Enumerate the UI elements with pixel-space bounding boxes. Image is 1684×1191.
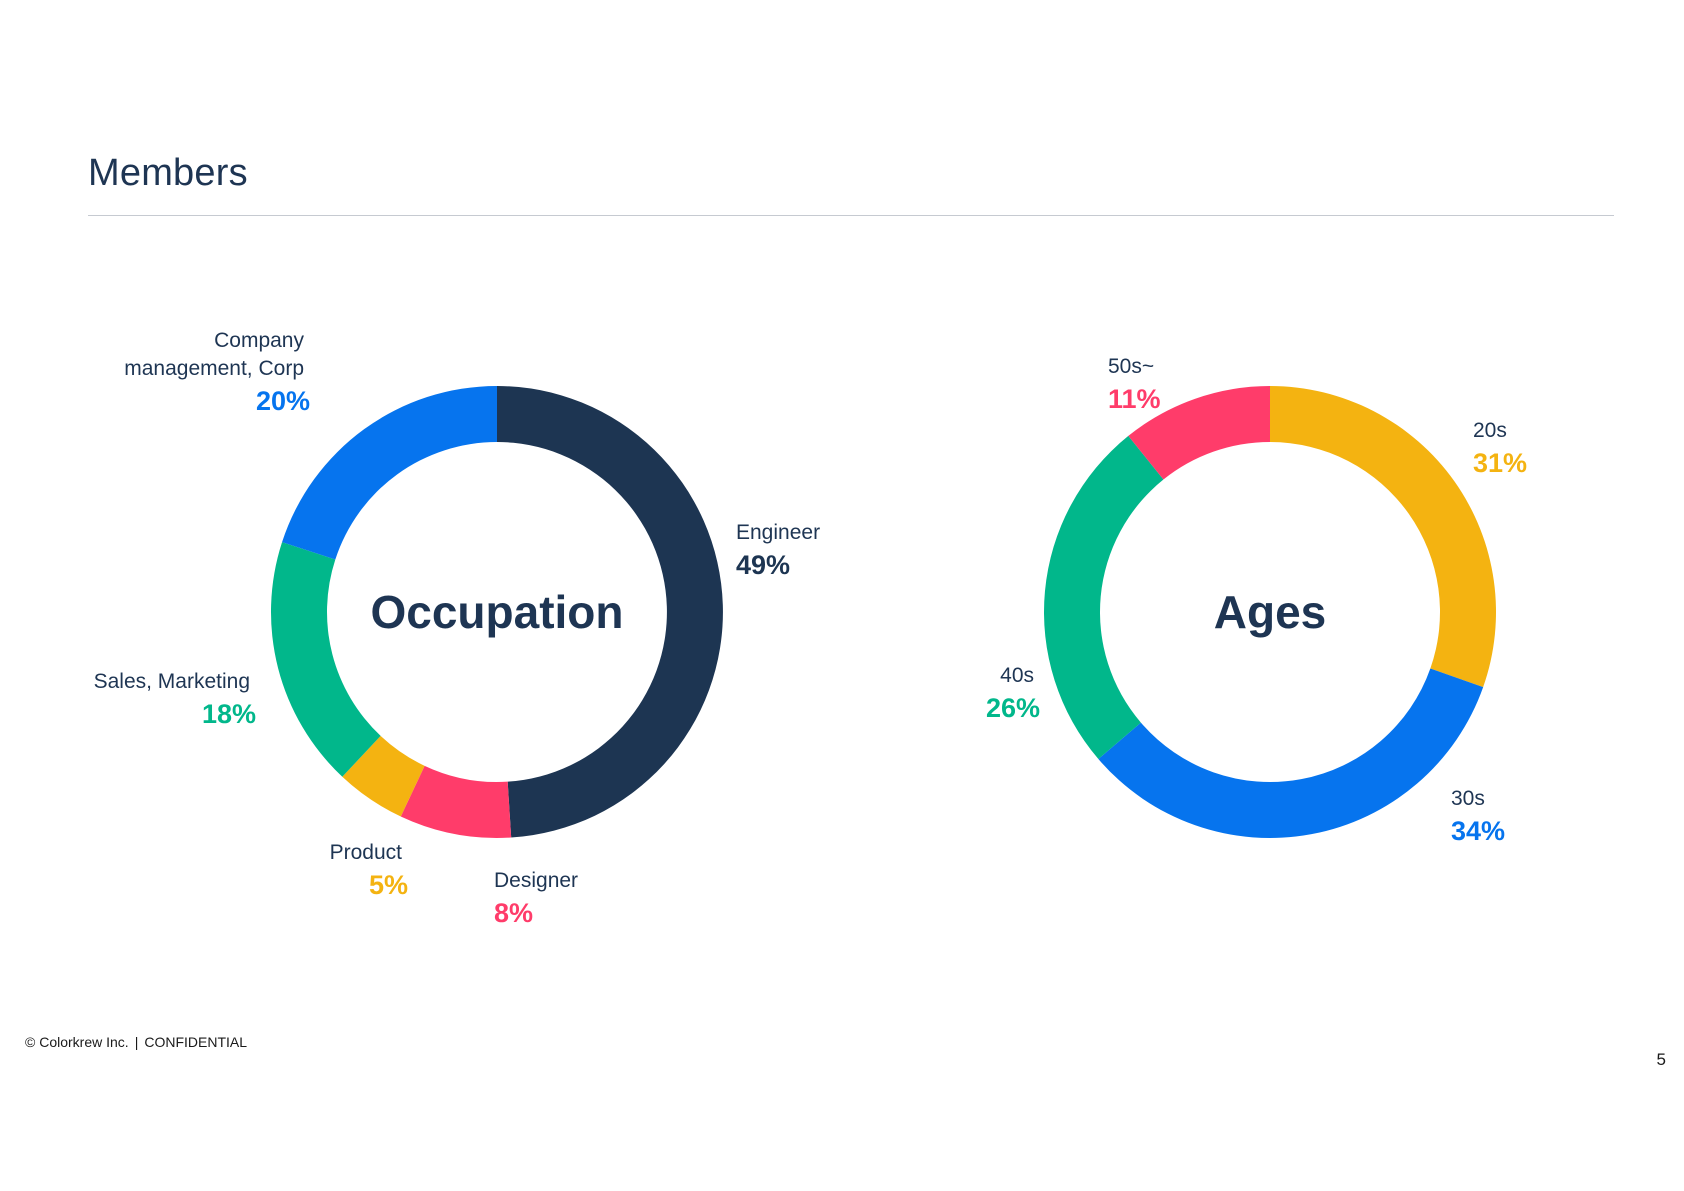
copyright-text: © Colorkrew Inc. xyxy=(25,1034,129,1050)
slice-company-management-corp xyxy=(282,386,497,560)
value-company-management-corp: 20% xyxy=(256,386,310,416)
confidential-label: CONFIDENTIAL xyxy=(144,1034,248,1050)
slice-20s xyxy=(1270,386,1496,688)
label-30s: 30s xyxy=(1451,787,1485,810)
slice-50s xyxy=(1128,386,1270,480)
value-50s: 11% xyxy=(1108,384,1161,414)
chart-title-ages: Ages xyxy=(1214,586,1326,638)
footer: © Colorkrew Inc. | CONFIDENTIAL xyxy=(25,1034,247,1050)
value-designer: 8% xyxy=(494,898,533,928)
label-sales-marketing: Sales, Marketing xyxy=(94,670,250,693)
slice-product xyxy=(342,735,425,817)
label-company-management-corp-line-1: Company xyxy=(214,329,304,352)
ages-chart: 20s 31% 30s 34% 40s 26% 50s~ 11% Ages xyxy=(986,355,1527,846)
value-40s: 26% xyxy=(986,693,1040,723)
chart-title-occupation: Occupation xyxy=(370,586,623,638)
label-20s: 20s xyxy=(1473,419,1507,442)
page-title: Members xyxy=(88,152,248,194)
occupation-chart: Engineer 49% Designer 8% Product 5% Sales, Mar… xyxy=(94,329,820,928)
label-designer: Designer xyxy=(494,869,578,892)
label-company-management-corp-line-2: management, Corp xyxy=(124,357,304,380)
label-40s: 40s xyxy=(1000,664,1034,687)
value-30s: 34% xyxy=(1451,816,1505,846)
slice-40s xyxy=(1044,435,1164,760)
slice-designer xyxy=(400,765,512,838)
label-product: Product xyxy=(330,841,403,864)
title-divider xyxy=(88,215,1614,216)
label-50s: 50s~ xyxy=(1108,355,1154,378)
slice-engineer xyxy=(497,386,723,838)
slice-30s xyxy=(1098,668,1484,839)
value-sales-marketing: 18% xyxy=(202,699,256,729)
value-20s: 31% xyxy=(1473,448,1527,478)
value-product: 5% xyxy=(369,870,408,900)
page-number: 5 xyxy=(1656,1050,1666,1069)
value-engineer: 49% xyxy=(736,550,790,580)
footer-separator: | xyxy=(134,1034,139,1050)
label-engineer: Engineer xyxy=(736,521,820,544)
slice-sales-marketing xyxy=(270,542,381,777)
